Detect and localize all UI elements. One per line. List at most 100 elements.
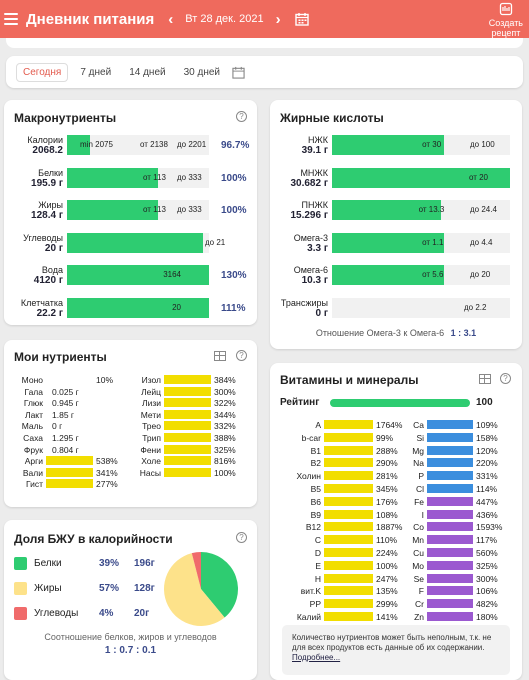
tab-30-days[interactable]: 30 дней (183, 66, 220, 78)
mineral-value: 1593% (476, 522, 503, 533)
tab-today[interactable]: Сегодня (16, 62, 69, 82)
vitamin-name: B1 (310, 445, 321, 456)
calendar-icon[interactable] (294, 12, 309, 26)
more-link[interactable]: Подробнее... (292, 653, 341, 662)
fatty-acid-name: Трансжиры (280, 297, 328, 308)
vitamin-name: PP (309, 599, 321, 610)
mineral-item: Mn 117% (412, 535, 507, 545)
tab-14-days[interactable]: 14 дней (129, 66, 166, 78)
my-nutrient-item: Лакт 1.85 г (25, 410, 126, 420)
nutrient-name: Лейц (141, 386, 161, 397)
nutrient-name: Фени (140, 444, 161, 455)
my-nutrient-item: Лизи 322% (142, 398, 244, 409)
mineral-bar (427, 573, 473, 583)
mineral-bar (427, 535, 473, 545)
nutrient-value: 10% (96, 375, 114, 385)
my-nutrients-card: Мои нутриенты ? Моно 10% Гала 0.025 г Глюк 0.… (4, 340, 257, 507)
vitamins-title: Витамины и минералы (280, 373, 419, 387)
vitamin-bar (324, 573, 373, 583)
mineral-item: P 331% (418, 471, 507, 481)
nutrient-value: 322% (214, 398, 236, 409)
nutrient-value: 4120 г (33, 275, 63, 286)
mineral-value: 325% (476, 560, 498, 571)
mineral-item: Co 1593% (413, 522, 507, 533)
vitamin-bar (324, 586, 373, 596)
bar-from: от 113 (143, 205, 166, 214)
tab-7-days[interactable]: 7 дней (80, 66, 112, 78)
mineral-value: 106% (476, 586, 498, 597)
fatty-acid-name: НЖК (307, 135, 328, 145)
nutrient-bar (164, 456, 211, 466)
help-icon[interactable]: ? (236, 532, 247, 543)
help-icon[interactable]: ? (500, 373, 511, 384)
vitamin-name: B12 (305, 522, 321, 533)
vitamin-item: b-car 99% (302, 432, 404, 443)
create-recipe-button[interactable]: Создать рецепт (489, 2, 523, 38)
macro-row: Вода 4120 г 3164 130% (34, 265, 247, 286)
vitamin-name: B5 (310, 484, 321, 494)
nutrient-name: Холе (141, 456, 161, 467)
mineral-bar (427, 471, 473, 481)
mineral-name: Mg (412, 445, 424, 456)
current-date[interactable]: Вт 28 дек. 2021 (185, 13, 264, 25)
bar-from: от 13.3 (418, 205, 445, 214)
nutrient-bar (46, 456, 93, 466)
bar-to: до 333 (177, 172, 202, 182)
vitamin-bar (324, 612, 373, 621)
table-icon[interactable] (214, 351, 226, 361)
next-day-button[interactable]: › (275, 10, 281, 28)
mineral-name: F (418, 586, 424, 597)
percent-value: 100% (221, 172, 247, 184)
help-icon[interactable]: ? (236, 111, 247, 122)
mineral-name: Na (413, 458, 424, 469)
vitamin-value: 110% (376, 535, 398, 546)
mineral-bar (427, 509, 473, 519)
mineral-bar (427, 548, 473, 557)
bar-to: до 333 (177, 205, 202, 214)
fatty-acid-label: ПНЖК 15.296 г (290, 200, 328, 221)
rating-track (330, 399, 470, 407)
bar-fill (67, 265, 209, 285)
omega-ratio-label: Отношение Омега-3 к Омега-6 (315, 328, 445, 338)
nutrient-value: 277% (96, 479, 118, 490)
fatty-acid-name: Омега-3 (293, 232, 328, 243)
help-icon[interactable]: ? (236, 350, 247, 361)
nutrient-name: Мети (140, 409, 161, 420)
fatty-acid-row: НЖК 39.1 г от 30 до 100 (302, 135, 510, 156)
nutrient-name: Углеводы (23, 232, 63, 243)
my-nutrient-item: Трео 332% (142, 421, 244, 431)
vitamin-name: C (314, 535, 321, 546)
bar-fill (332, 232, 445, 253)
mineral-name: Co (413, 522, 424, 533)
nutrient-bar (164, 421, 211, 431)
table-icon[interactable] (479, 374, 491, 384)
bar-to: до 24.4 (470, 205, 497, 214)
menu-icon[interactable] (4, 13, 18, 25)
fatty-acid-row: Трансжиры 0 г до 2.2 (281, 297, 510, 318)
bar-fill (332, 200, 441, 220)
mineral-name: Cu (413, 548, 424, 558)
calendar-icon[interactable] (232, 66, 245, 79)
bar-from: 20 (172, 302, 181, 312)
vitamin-name: E (315, 560, 321, 571)
vitamin-bar (324, 509, 373, 519)
nutrient-name: Клетчатка (20, 297, 63, 308)
percent-value: 130% (221, 270, 247, 281)
mineral-item: Cr 482% (415, 599, 507, 609)
prev-day-button[interactable]: ‹ (168, 10, 174, 28)
legend-swatch (14, 607, 27, 620)
mineral-value: 220% (476, 458, 498, 469)
fatty-acid-label: Трансжиры 0 г (281, 298, 328, 319)
mineral-value: 436% (476, 509, 498, 520)
my-nutrient-item: Саха 1.295 г (23, 433, 126, 443)
data-note: Количество нутриентов может быть неполны… (282, 625, 510, 675)
nutrient-value: 128.4 г (31, 210, 63, 221)
legend-name: Жиры (34, 583, 62, 594)
my-nutrient-item: Фрук 0.804 г (24, 445, 126, 455)
percent-value: 100% (221, 205, 247, 216)
macro-label: Белки 195.9 г (31, 168, 63, 189)
vitamin-item: A 1764% (315, 420, 404, 430)
nutrient-bar (164, 398, 211, 408)
create-recipe-label-1: Создать (488, 18, 523, 28)
fatty-acids-card: Жирные кислоты НЖК 39.1 г от 30 до 100 МНЖК 3… (270, 100, 522, 349)
